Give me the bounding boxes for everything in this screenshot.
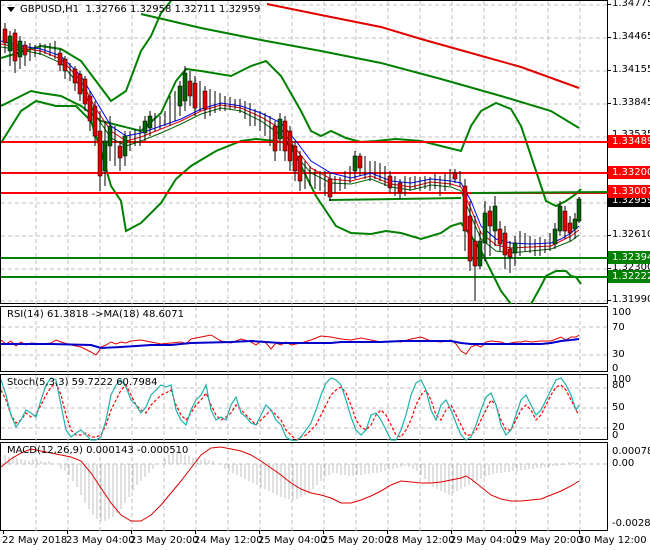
- time-label: 22 May 2018: [2, 535, 68, 546]
- ohlc-values: 1.32766 1.32958 1.32711 1.32959: [85, 4, 261, 15]
- price-tick: 1.33845: [612, 97, 650, 108]
- time-axis[interactable]: 22 May 2018 23 May 04:00 23 May 20:00 24…: [0, 530, 647, 550]
- stoch-tick: 20: [612, 422, 625, 433]
- time-label: 29 May 04:00: [450, 535, 519, 546]
- time-label: 23 May 20:00: [130, 535, 199, 546]
- price-tick: 1.32300: [612, 262, 650, 273]
- symbol-header[interactable]: GBPUSD,H1 1.32766 1.32958 1.32711 1.3295…: [7, 4, 260, 15]
- price-tick: 1.31990: [612, 294, 650, 305]
- time-label: 28 May 12:00: [386, 535, 455, 546]
- ma-200-red: [266, 3, 580, 89]
- macd-tick: 0.000784: [612, 446, 650, 457]
- rsi-tick: 100: [612, 307, 632, 318]
- symbol-name: GBPUSD,H1: [20, 4, 80, 15]
- stochastic-scale: 100 80 50 20 0: [608, 374, 650, 441]
- stoch-tick: 0: [612, 430, 619, 441]
- resistance-price-tag: 1.33200: [608, 166, 650, 179]
- support-price-tag: 1.32222: [608, 270, 650, 283]
- macd-signal-line: [1, 446, 580, 522]
- price-tick: 1.33535: [612, 129, 650, 141]
- price-chart-pane[interactable]: GBPUSD,H1 1.32766 1.32958 1.32711 1.3295…: [0, 0, 609, 305]
- time-label: 30 May 12:00: [578, 535, 647, 546]
- macd-tick: -0.002806: [612, 518, 650, 529]
- time-label: 24 May 12:00: [194, 535, 263, 546]
- resistance-price-tag: 1.33007: [608, 185, 650, 198]
- time-label: 25 May 20:00: [322, 535, 391, 546]
- rsi-tick: 30: [612, 349, 625, 360]
- rsi-scale: 100 70 30 0: [608, 306, 650, 374]
- macd-pane[interactable]: MACD(12,26,9) 0.000143 -0.000510: [0, 442, 609, 532]
- price-scale[interactable]: 1.34775 1.34465 1.34155 1.33845 1.33535 …: [608, 0, 650, 305]
- stoch-tick: 80: [612, 380, 625, 391]
- time-label: 23 May 04:00: [66, 535, 135, 546]
- macd-scale: 0.000784 0.00 -0.002806: [608, 442, 650, 531]
- stochastic-canvas: [1, 375, 609, 441]
- price-tick: 1.32610: [612, 229, 650, 240]
- macd-histogram: [4, 451, 578, 521]
- rsi-canvas: [1, 307, 609, 373]
- price-tick: 1.34465: [612, 31, 650, 42]
- macd-tick: 0.00: [612, 458, 635, 469]
- stoch-tick: 50: [612, 402, 625, 413]
- stochastic-title: Stoch(5,3,3) 59.7222 60.7984: [7, 377, 158, 388]
- time-label: 29 May 20:00: [514, 535, 583, 546]
- resistance-price-tag: 1.33489: [608, 135, 650, 148]
- price-tick: 1.34775: [612, 0, 650, 9]
- macd-title: MACD(12,26,9) 0.000143 -0.000510: [7, 445, 189, 456]
- rsi-tick: 70: [612, 322, 625, 333]
- support-price-tag: 1.32394: [608, 251, 650, 264]
- triangle-down-icon[interactable]: [7, 6, 15, 12]
- time-label: 25 May 04:00: [258, 535, 327, 546]
- rsi-tick: 0: [612, 363, 619, 374]
- price-chart-canvas[interactable]: [1, 1, 609, 305]
- price-tick: 1.34155: [612, 64, 650, 75]
- candlesticks: [2, 23, 582, 301]
- stoch-tick: 100: [612, 374, 632, 385]
- rsi-pane[interactable]: RSI(14) 61.3818 ->MA(18) 48.6071: [0, 306, 609, 373]
- macd-canvas: [1, 443, 609, 532]
- ma-100-green: [140, 13, 580, 129]
- rsi-title: RSI(14) 61.3818 ->MA(18) 48.6071: [7, 309, 184, 320]
- stochastic-pane[interactable]: Stoch(5,3,3) 59.7222 60.7984: [0, 374, 609, 441]
